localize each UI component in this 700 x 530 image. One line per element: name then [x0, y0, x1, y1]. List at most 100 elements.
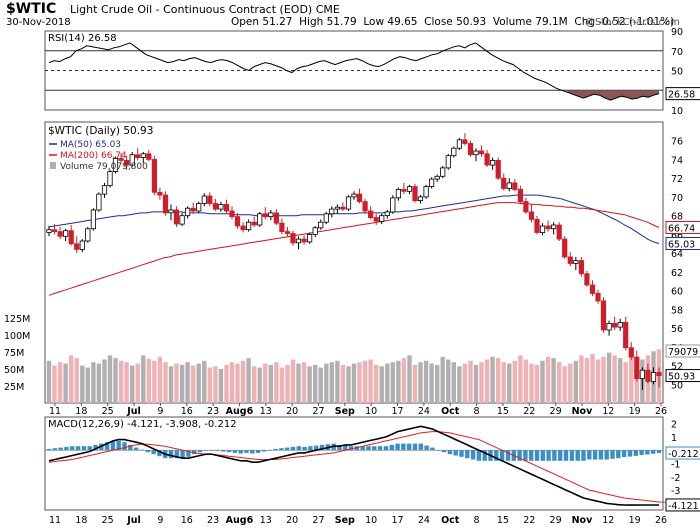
candle-body — [207, 195, 213, 204]
macd-histogram-bar — [174, 450, 179, 459]
volume-bar — [213, 366, 218, 403]
candle-body — [146, 153, 152, 160]
volume-bar — [629, 354, 634, 403]
volume-bar — [313, 364, 318, 403]
volume-bar — [545, 356, 551, 403]
volume-bar — [235, 363, 240, 403]
macd-tick-label: 1 — [671, 433, 677, 444]
legend-ma200: MA(200) 66.74 — [60, 151, 127, 161]
macd-histogram-bar — [401, 443, 406, 451]
volume-bar — [357, 362, 362, 403]
volume-bar — [435, 364, 440, 403]
candle-body — [551, 224, 557, 230]
rsi-tick-label: 10 — [671, 106, 683, 117]
price-tick-label: 60 — [671, 287, 683, 298]
volume-label: Volume — [492, 16, 532, 28]
volume-bar — [518, 355, 523, 403]
candle-body — [428, 178, 435, 188]
ohlc-summary: Open 51.27 High 51.79 Low 49.65 Close 50… — [231, 16, 674, 28]
macd-x-tick-label: 13 — [260, 515, 272, 526]
macd-histogram-bar — [372, 446, 377, 451]
macd-histogram-bar — [598, 450, 604, 460]
macd-x-tick-label: 20 — [286, 515, 298, 526]
candle-body — [567, 256, 573, 264]
candle-body — [379, 215, 385, 222]
volume-bar — [462, 363, 468, 403]
macd-histogram-bar — [447, 450, 453, 455]
macd-histogram-bar — [337, 444, 342, 451]
price-x-tick-label: 26 — [655, 406, 667, 417]
volume-bar — [107, 355, 113, 403]
volume-tick-label: 75M — [4, 348, 24, 359]
candle-body — [656, 371, 662, 376]
macd-histogram-bar — [75, 446, 81, 451]
volume-bar — [551, 358, 556, 403]
macd-title: MACD(12,26,9) -4.121, -3.908, -0.212 — [48, 419, 237, 430]
macd-histogram-bar — [407, 443, 412, 451]
volume-bar — [246, 358, 251, 403]
macd-histogram-bar — [285, 447, 290, 451]
macd-histogram-bar — [186, 450, 191, 457]
macd-histogram-bar — [145, 450, 150, 453]
macd-histogram-bar — [238, 450, 243, 454]
change-label: Chg — [574, 16, 596, 28]
volume-bar — [307, 366, 312, 403]
candle-body — [467, 143, 474, 156]
low-label: Low — [363, 16, 385, 28]
candle-body — [412, 186, 418, 202]
volume-bar — [179, 364, 185, 403]
volume-bar — [612, 355, 617, 403]
macd-histogram-bar — [81, 446, 87, 451]
volume-value: 79.1M — [535, 16, 568, 28]
volume-bar — [113, 358, 118, 403]
macd-histogram-bar — [627, 450, 633, 457]
candle-body — [406, 186, 413, 192]
volume-bar — [46, 360, 52, 403]
volume-bar — [168, 366, 174, 403]
macd-histogram-bar — [244, 450, 249, 453]
macd-x-tick-label: 27 — [312, 515, 324, 526]
volume-bar — [479, 362, 484, 403]
macd-histogram-bar — [581, 450, 586, 461]
candle-body — [556, 224, 562, 240]
volume-bar — [218, 369, 224, 403]
macd-histogram-bar — [656, 450, 662, 454]
candle-body — [57, 231, 63, 237]
volume-bar — [263, 363, 268, 403]
volume-bar — [557, 362, 562, 403]
macd-line — [48, 425, 659, 506]
macd-histogram-bar — [110, 440, 116, 451]
macd-x-tick-label: Oct — [441, 515, 460, 526]
macd-histogram-bar — [116, 440, 121, 451]
macd-histogram-bar — [534, 450, 540, 461]
macd-x-tick-label: Nov — [572, 515, 593, 526]
macd-panel-frame — [44, 416, 664, 511]
macd-histogram-bar — [377, 446, 383, 451]
candle-body — [617, 321, 623, 328]
macd-histogram-bar — [482, 450, 487, 461]
candle-body — [79, 240, 85, 250]
rsi-tick-label: 70 — [671, 47, 683, 58]
price-x-tick-label: Nov — [572, 406, 593, 417]
price-tick-label: 56 — [671, 324, 683, 335]
macd-histogram-bar — [209, 450, 214, 451]
volume-bar — [534, 364, 540, 403]
price-x-tick-label: 24 — [418, 406, 430, 417]
volume-bar — [418, 362, 423, 403]
instrument-name: Light Crude Oil - Continuous Contract (E… — [70, 3, 313, 16]
candle-body — [312, 227, 318, 235]
macd-histogram-bar — [192, 450, 197, 455]
volume-bar — [584, 358, 590, 403]
candle-body — [190, 207, 196, 212]
macd-histogram-bar — [517, 450, 522, 461]
volume-bar — [324, 363, 329, 403]
volume-bar — [202, 360, 207, 403]
volume-bar — [141, 355, 146, 403]
chart-symbol: $WTIC — [6, 1, 57, 17]
macd-histogram-bar — [52, 448, 57, 451]
candle-body — [639, 369, 646, 380]
close-label: Close — [424, 16, 453, 28]
volume-bar — [296, 363, 301, 403]
volume-bar — [379, 366, 384, 403]
candle-body — [151, 159, 157, 193]
